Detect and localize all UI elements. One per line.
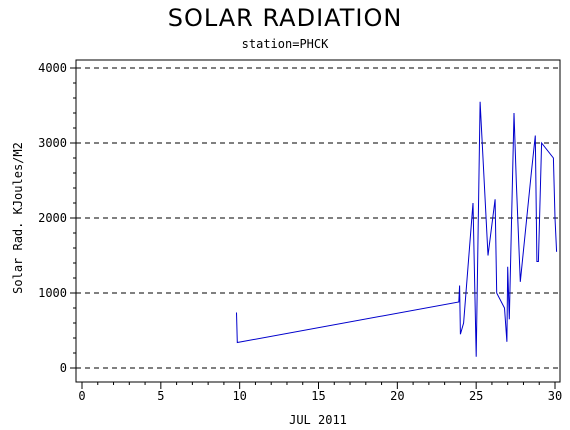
y-tick-label: 1000 bbox=[38, 286, 67, 300]
x-tick-label: 30 bbox=[548, 389, 562, 403]
grid-lines bbox=[76, 67, 560, 369]
series-lines bbox=[236, 101, 558, 357]
x-axis-label: JUL 2011 bbox=[289, 413, 347, 427]
x-tick-label: 20 bbox=[390, 389, 404, 403]
x-tick-label: 25 bbox=[469, 389, 483, 403]
x-tick-label: 5 bbox=[157, 389, 164, 403]
axes bbox=[70, 59, 561, 389]
y-tick-label: 2000 bbox=[38, 211, 67, 225]
x-tick-label: 0 bbox=[78, 389, 85, 403]
plot-frame bbox=[75, 59, 561, 383]
y-axis-label: Solar Rad. KJoules/M2 bbox=[11, 142, 25, 294]
y-tick-label: 0 bbox=[60, 361, 67, 375]
chart-subtitle: station=PHCK bbox=[241, 37, 329, 51]
tick-labels: 0 1000 2000 3000 4000 0 5 10 15 20 25 30 bbox=[38, 61, 562, 403]
x-tick-label: 10 bbox=[232, 389, 246, 403]
y-tick-label: 3000 bbox=[38, 136, 67, 150]
y-tick-label: 4000 bbox=[38, 61, 67, 75]
x-tick-label: 15 bbox=[311, 389, 325, 403]
series-line bbox=[236, 101, 558, 357]
chart-title: SOLAR RADIATION bbox=[167, 4, 403, 32]
